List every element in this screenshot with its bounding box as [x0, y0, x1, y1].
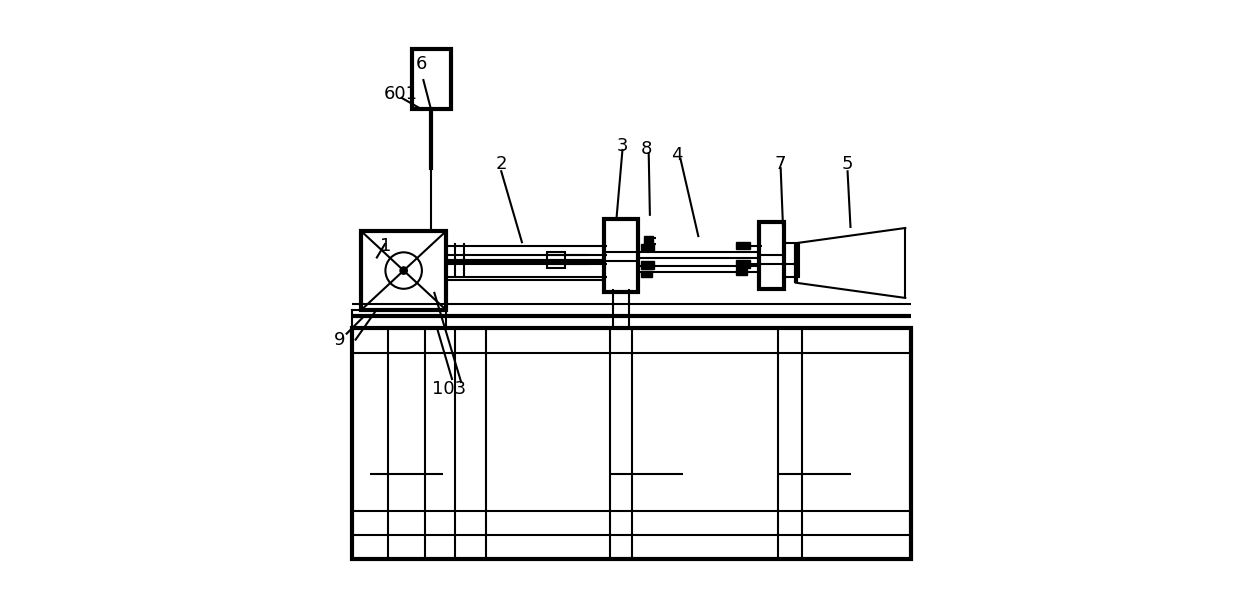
Text: 5: 5	[841, 155, 854, 173]
Bar	[411, 49, 451, 109]
Bar	[736, 260, 750, 268]
Circle shape	[400, 267, 408, 274]
Bar	[783, 243, 799, 277]
Bar	[361, 231, 446, 310]
Text: 103: 103	[432, 380, 466, 398]
Bar	[641, 244, 654, 251]
Bar	[736, 242, 750, 249]
Bar	[641, 271, 652, 277]
Bar	[641, 261, 654, 269]
Bar	[352, 328, 912, 559]
Bar	[352, 310, 446, 328]
Text: 7: 7	[774, 155, 787, 173]
Text: 4: 4	[672, 146, 683, 164]
Bar	[760, 222, 783, 289]
Text: 2: 2	[496, 155, 507, 173]
Text: 3: 3	[617, 137, 628, 155]
Text: 601: 601	[384, 85, 418, 103]
Text: 6: 6	[416, 55, 427, 73]
Text: 9: 9	[335, 331, 346, 350]
Bar	[546, 252, 565, 268]
Text: 8: 8	[641, 140, 653, 158]
Text: 1: 1	[379, 237, 392, 255]
Bar	[644, 236, 653, 249]
Bar	[736, 269, 747, 275]
Bar	[605, 219, 638, 292]
